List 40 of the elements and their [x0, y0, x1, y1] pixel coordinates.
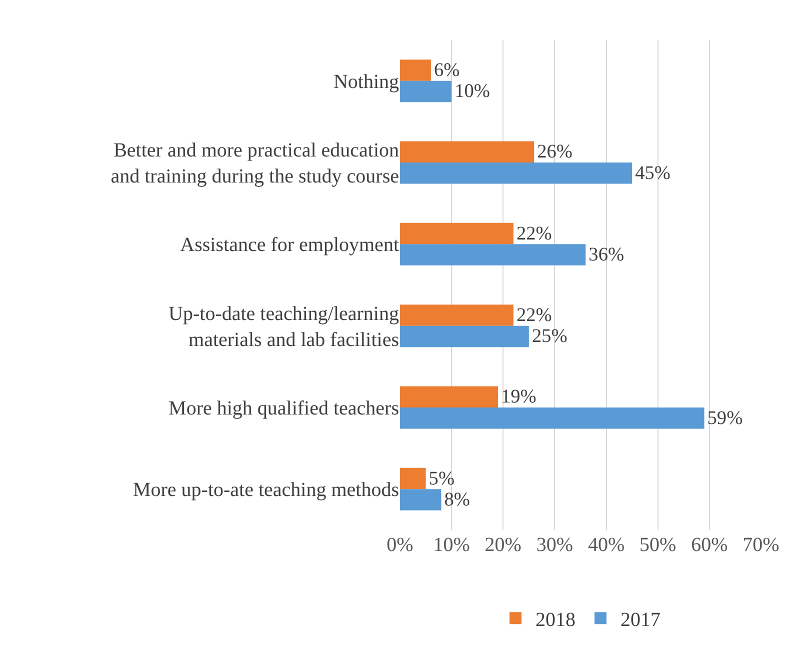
bar — [400, 244, 586, 266]
data-label: 26% — [537, 142, 572, 163]
bar — [400, 60, 431, 81]
x-tick-label: 40% — [588, 534, 625, 556]
data-label: 59% — [707, 408, 743, 429]
bar — [400, 489, 442, 510]
data-label: 45% — [635, 162, 670, 184]
x-tick-label: 60% — [691, 534, 728, 556]
data-label: 25% — [532, 326, 568, 348]
y-tick-label: Up-to-date teaching/learning materials and lab facilities — [168, 302, 400, 351]
bar — [400, 222, 514, 244]
x-tick-label: 0% — [386, 534, 414, 556]
x-tick-label: 50% — [640, 534, 676, 556]
data-label: 36% — [588, 244, 624, 266]
x-tick-label: 30% — [536, 534, 574, 556]
legend-label: 2017 — [620, 608, 660, 631]
bar — [400, 141, 534, 162]
bar — [400, 408, 704, 429]
bar — [400, 326, 529, 348]
y-tick-label: Nothing — [333, 70, 399, 93]
bar — [400, 386, 498, 408]
bar — [400, 304, 514, 326]
bar — [400, 80, 452, 102]
y-tick-label: Better and more practical education and training during the study course — [110, 140, 400, 188]
bar — [400, 468, 426, 490]
bar — [400, 162, 632, 184]
data-label: 19% — [500, 386, 536, 408]
x-tick-label: 20% — [484, 534, 522, 556]
data-label: 22% — [516, 305, 552, 326]
y-tick-label: More high qualified teachers — [168, 398, 400, 420]
data-label: 6% — [434, 60, 460, 82]
y-tick-label: Assistance for employment — [180, 234, 400, 256]
x-tick-label: 70% — [742, 534, 780, 556]
data-label: 8% — [444, 490, 470, 511]
y-tick-label: More up-to-ate teaching methods — [132, 479, 400, 502]
x-tick-label: 10% — [433, 534, 470, 556]
legend-label: 2018 — [536, 608, 576, 631]
data-label: 10% — [454, 81, 490, 102]
data-label: 5% — [428, 468, 455, 490]
data-label: 22% — [516, 223, 552, 244]
